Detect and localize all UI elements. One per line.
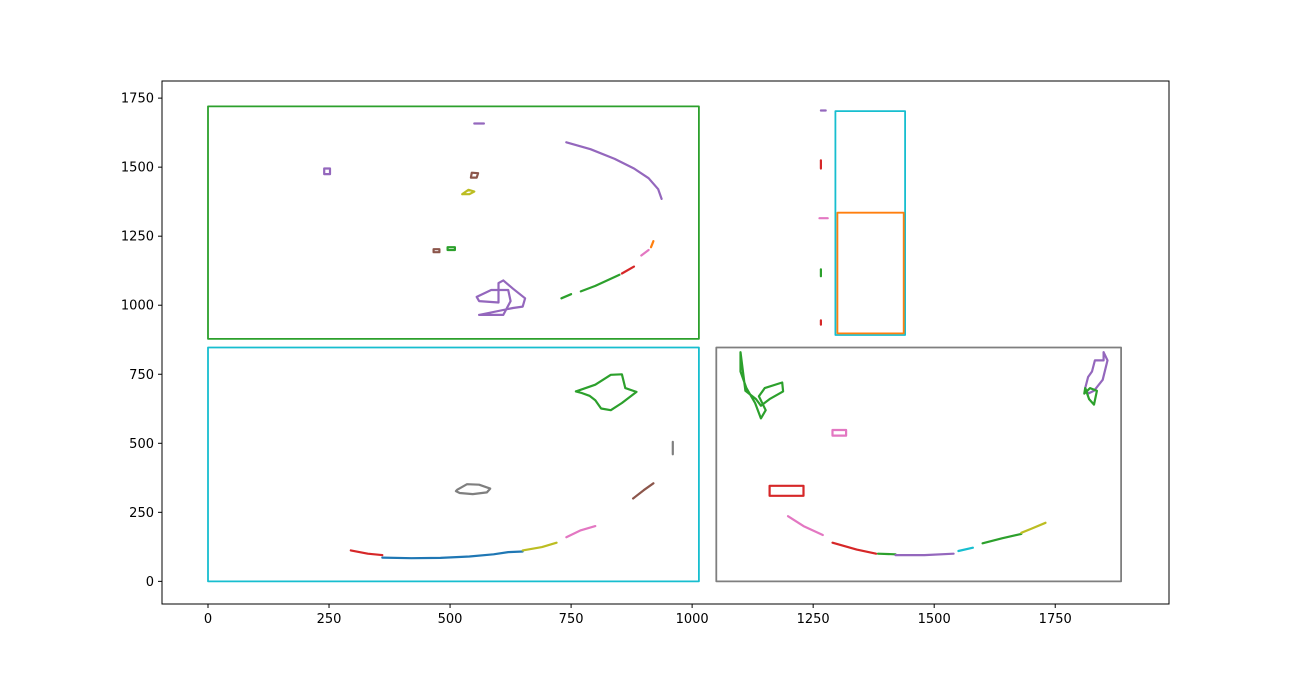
series-layer [207,105,1122,583]
contour-16 [446,246,456,252]
contour-10 [560,293,573,300]
contour-7 [640,248,650,257]
x-tick-label: 750 [559,612,584,627]
x-tick-label: 500 [438,612,463,627]
contour-29 [768,484,805,497]
contour-25 [349,549,384,557]
x-tick-label: 1500 [918,612,951,627]
contour-36 [981,532,1023,545]
contour-30 [831,428,848,437]
contour-34 [894,552,955,557]
x-axis: 0 250 500 750 1000 1250 1500 1750 [204,604,1072,627]
y-tick-label: 1500 [121,161,154,176]
y-tick-label: 1250 [121,230,154,245]
y-tick-label: 500 [129,437,154,452]
bounding-box-3 [834,110,906,336]
contour-28 [1083,387,1099,406]
contour-20 [454,483,492,496]
bounding-box-1 [207,346,700,583]
contour-23 [631,482,655,500]
bounding-box-4 [836,211,905,335]
x-tick-label: 1250 [797,612,830,627]
x-tick-label: 1750 [1039,612,1072,627]
plot-background [162,81,1169,604]
contour-26 [739,351,785,420]
contour-21 [521,541,558,552]
y-tick-label: 1000 [121,299,154,314]
contour-19 [381,550,524,560]
y-tick-label: 0 [146,575,154,590]
contour-9 [579,273,621,293]
contour-32 [831,541,878,555]
contour-31 [786,515,824,537]
contour-33 [876,552,897,556]
bounding-box-2 [715,346,1122,583]
y-tick-label: 1750 [121,92,154,107]
y-axis: 0 250 500 750 1000 1250 1500 1750 [121,92,162,590]
bounding-box-0 [207,105,700,340]
contour-13 [469,171,480,179]
axes-frame [161,80,1170,605]
contour-12 [475,279,527,316]
contour-5 [565,141,663,200]
contour-6 [649,240,655,249]
x-tick-label: 250 [317,612,342,627]
contour-14 [461,188,476,196]
y-tick-label: 250 [129,506,154,521]
contour-15 [432,248,441,254]
contour-8 [620,265,636,275]
contour-17 [323,167,332,176]
contour-18 [574,373,638,412]
contour-37 [1020,521,1047,534]
contour-35 [957,546,975,553]
contour-22 [565,524,597,539]
y-tick-label: 750 [129,368,154,383]
x-tick-label: 0 [204,612,212,627]
x-tick-label: 1000 [676,612,709,627]
